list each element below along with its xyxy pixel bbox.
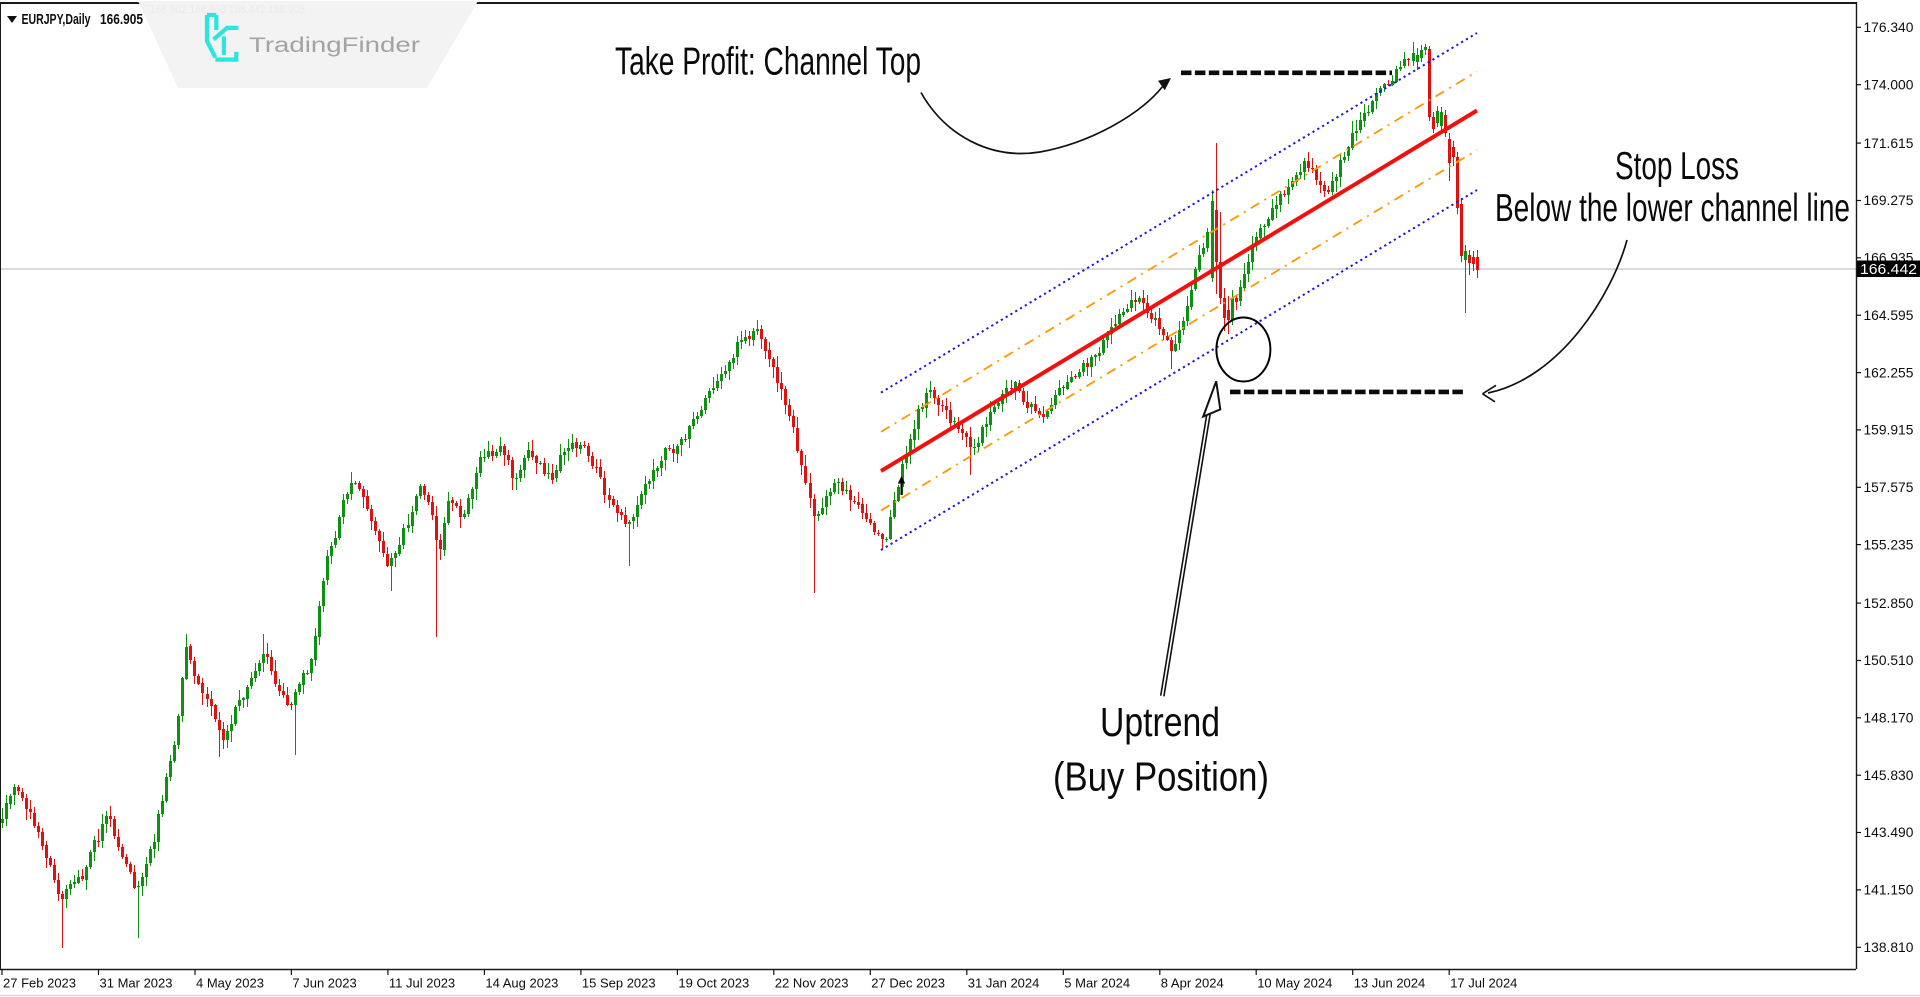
svg-text:31 Mar 2023: 31 Mar 2023	[100, 976, 173, 991]
svg-text:171.615: 171.615	[1864, 136, 1914, 151]
svg-text:19 Oct 2023: 19 Oct 2023	[678, 976, 749, 991]
svg-text:145.830: 145.830	[1864, 768, 1914, 783]
svg-text:166.902 166.958 166.442 166.90: 166.902 166.958 166.442 166.905	[150, 4, 305, 16]
svg-text:4 May 2023: 4 May 2023	[196, 976, 264, 991]
svg-text:155.235: 155.235	[1864, 537, 1914, 552]
svg-text:(Buy Position): (Buy Position)	[1053, 754, 1269, 800]
svg-text:141.150: 141.150	[1864, 883, 1914, 898]
svg-text:31 Jan 2024: 31 Jan 2024	[968, 976, 1040, 991]
svg-text:164.595: 164.595	[1864, 308, 1914, 323]
svg-text:22 Nov 2023: 22 Nov 2023	[775, 976, 849, 991]
svg-text:EURJPY,Daily: EURJPY,Daily	[22, 11, 91, 28]
svg-text:10 May 2024: 10 May 2024	[1257, 976, 1332, 991]
svg-text:7 Jun 2023: 7 Jun 2023	[292, 976, 356, 991]
svg-text:152.850: 152.850	[1864, 596, 1914, 611]
svg-text:143.490: 143.490	[1864, 825, 1914, 840]
svg-text:148.170: 148.170	[1864, 711, 1914, 726]
svg-text:5 Mar 2024: 5 Mar 2024	[1064, 976, 1130, 991]
svg-text:169.275: 169.275	[1864, 193, 1914, 208]
svg-text:138.810: 138.810	[1864, 940, 1914, 955]
svg-text:Stop Loss: Stop Loss	[1615, 145, 1739, 188]
svg-text:174.000: 174.000	[1864, 77, 1914, 92]
svg-text:159.915: 159.915	[1864, 423, 1914, 438]
svg-text:150.510: 150.510	[1864, 653, 1914, 668]
svg-text:166.442: 166.442	[1860, 262, 1917, 278]
svg-text:14 Aug 2023: 14 Aug 2023	[485, 976, 558, 991]
svg-text:157.575: 157.575	[1864, 480, 1914, 495]
svg-text:Uptrend: Uptrend	[1100, 699, 1220, 745]
svg-text:13 Jun 2024: 13 Jun 2024	[1354, 976, 1426, 991]
svg-text:15 Sep 2023: 15 Sep 2023	[582, 976, 656, 991]
svg-text:Take Profit: Channel Top: Take Profit: Channel Top	[615, 41, 921, 84]
svg-text:176.340: 176.340	[1864, 20, 1914, 35]
svg-text:TradingFinder: TradingFinder	[249, 34, 420, 57]
svg-text:8 Apr 2024: 8 Apr 2024	[1161, 976, 1224, 991]
svg-text:27 Dec 2023: 27 Dec 2023	[871, 976, 945, 991]
svg-text:27 Feb 2023: 27 Feb 2023	[3, 976, 76, 991]
svg-text:162.255: 162.255	[1864, 365, 1914, 380]
svg-text:11 Jul 2023: 11 Jul 2023	[389, 976, 455, 991]
svg-text:166.905: 166.905	[100, 11, 143, 28]
svg-text:Below the lower channel line: Below the lower channel line	[1495, 187, 1850, 230]
svg-text:17 Jul 2024: 17 Jul 2024	[1450, 976, 1517, 991]
